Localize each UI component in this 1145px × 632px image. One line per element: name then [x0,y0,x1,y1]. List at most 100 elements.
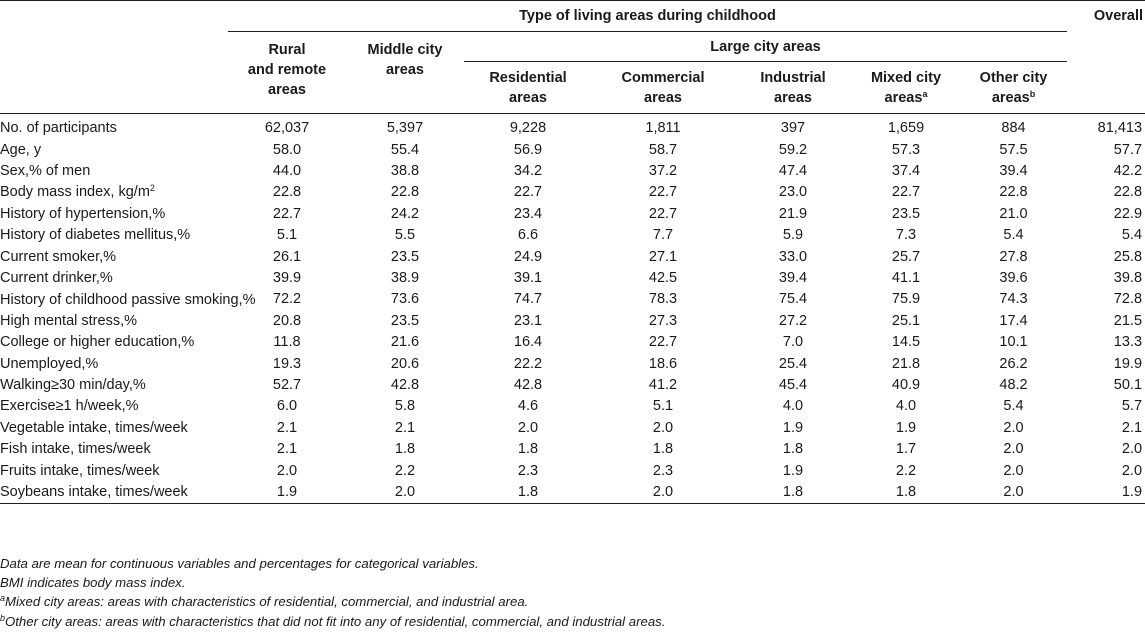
row-value: 18.6 [648,355,678,372]
row-value: 22.7 [513,184,543,201]
row-value: 5,397 [386,120,424,137]
row-value: 45.4 [778,376,808,393]
row-value: 27.8 [999,248,1028,265]
row-value: 22.8 [390,184,420,201]
row-value: 2.0 [652,419,674,436]
row-value: 1.7 [895,441,917,458]
row-value: 2.0 [1003,441,1024,458]
row-value: 74.7 [513,291,543,308]
row-value: 41.2 [648,376,678,393]
row-value: 1.9 [782,462,804,479]
row-value: 14.5 [891,334,921,351]
row-value: 25.4 [778,355,808,372]
row-value: 5.8 [394,398,416,415]
row-value: 25.1 [891,312,921,329]
row-value: 1.8 [517,484,539,500]
table-row: History of diabetes mellitus,% 5.1 5.5 6.6 7… [0,225,1145,246]
row-value: 41.1 [891,269,921,286]
row-label: Fruits intake, times/week [0,462,160,479]
row-value: 23.5 [390,248,420,265]
row-value: 75.9 [891,291,921,308]
row-label: Walking≥30 min/day,% [0,376,146,393]
row-value: 22.2 [513,355,543,372]
row-label: Body mass index, kg/m2 [0,183,155,201]
row-label: Fish intake, times/week [0,441,151,458]
row-value: 397 [780,120,806,137]
row-value: 42.8 [390,376,420,393]
row-value: 22.8 [1113,184,1143,201]
row-value: 39.6 [999,269,1028,286]
table-row: Age, y 58.0 55.4 56.9 58.7 59.2 57.3 57.5 57.7 [0,140,1145,161]
row-value: 27.3 [648,312,678,329]
row-value: 5.7 [1121,398,1143,415]
row-label: History of hypertension,% [0,205,166,222]
row-value: 39.8 [1113,269,1143,286]
col-mixed-city: Mixed city areasa [870,70,942,106]
row-value: 2.0 [652,484,674,500]
row-label: College or higher education,% [0,334,195,351]
row-value: 21.5 [1113,312,1143,329]
row-value: 1.8 [394,441,416,458]
row-value: 1,811 [645,120,681,137]
row-value: 22.7 [272,205,302,222]
row-value: 20.8 [272,312,302,329]
row-value: 24.2 [390,205,420,222]
row-value: 2.0 [1121,441,1143,458]
note-4: bOther city areas: areas with characteri… [0,612,666,629]
row-value: 2.0 [1003,462,1024,479]
row-value: 884 [1001,120,1026,137]
row-value: 23.5 [891,205,921,222]
col-other-city: Other city areasb [979,70,1048,106]
row-value: 2.3 [517,462,539,479]
row-value: 27.1 [648,248,678,265]
row-value: 17.4 [999,312,1028,329]
row-value: 1.8 [517,441,539,458]
row-value: 2.1 [276,419,298,436]
table-row: High mental stress,% 20.8 23.5 23.1 27.3 27.2… [0,311,1145,332]
row-label: Age, y [0,141,42,158]
row-value: 81,413 [1097,120,1143,137]
row-value: 72.8 [1113,291,1143,308]
row-value: 26.1 [272,248,302,265]
row-value: 38.9 [390,269,420,286]
overall-header: Overall [1093,8,1144,25]
row-value: 57.7 [1113,141,1143,158]
row-value: 22.7 [648,205,678,222]
row-value: 59.2 [778,141,808,158]
row-value: 37.4 [891,162,921,179]
row-value: 6.0 [276,398,298,415]
row-value: 5.4 [1121,227,1143,244]
row-value: 2.0 [1003,484,1024,500]
row-value: 22.7 [891,184,921,201]
row-value: 9,228 [509,120,547,137]
row-value: 21.9 [778,205,808,222]
table-row: Soybeans intake, times/week 1.9 2.0 1.8 2.0 1… [0,482,1145,504]
row-label: Soybeans intake, times/week [0,484,188,500]
row-value: 2.3 [652,462,674,479]
row-value: 1.9 [1121,484,1143,500]
row-value: 1.9 [782,419,804,436]
row-value: 25.8 [1113,248,1143,265]
row-value: 2.1 [276,441,298,458]
table-row: History of hypertension,% 22.7 24.2 23.4 22.… [0,204,1145,225]
row-value: 23.1 [513,312,543,329]
row-value: 42.8 [513,376,543,393]
row-value: 7.3 [895,227,917,244]
note-1: Data are mean for continuous variables a… [0,556,479,571]
table-row: History of childhood passive smoking,% 72… [0,289,1145,310]
row-value: 1.8 [782,484,804,500]
row-value: 55.4 [390,141,420,158]
note-3: aMixed city areas: areas with characteri… [0,593,529,610]
row-value: 48.2 [999,376,1028,393]
row-value: 37.2 [648,162,678,179]
row-label: Current smoker,% [0,248,117,265]
row-value: 50.1 [1113,376,1143,393]
col-middle-city: Middle city areas [367,42,443,78]
row-value: 22.8 [272,184,302,201]
table-row: Unemployed,% 19.3 20.6 22.2 18.6 25.4 21.8 26.2… [0,354,1145,375]
row-value: 42.5 [648,269,678,286]
row-label: Unemployed,% [0,355,99,372]
row-value: 22.7 [648,334,678,351]
row-value: 39.4 [778,269,808,286]
col-industrial: Industrial areas [760,70,826,106]
